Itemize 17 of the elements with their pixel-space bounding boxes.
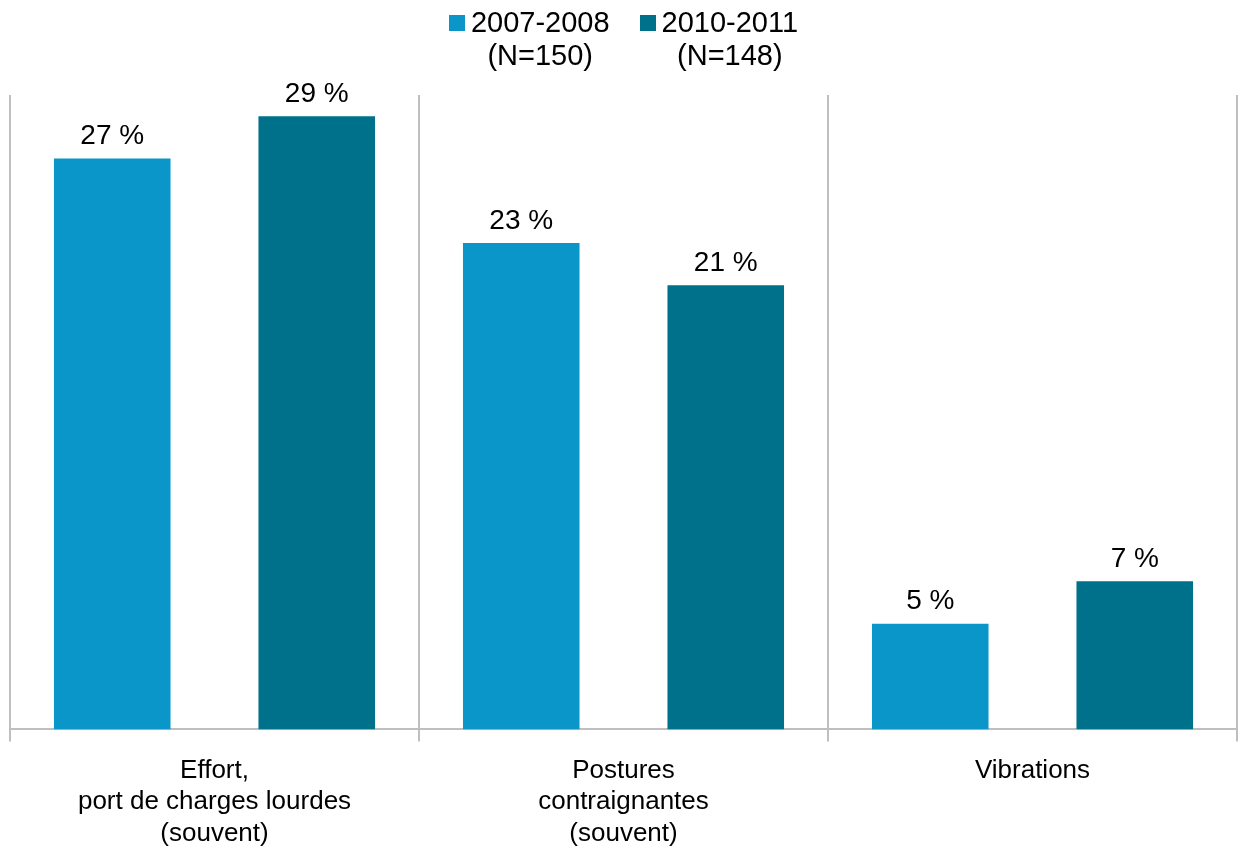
data-label: 5 % [906, 584, 955, 616]
x-tick-label: Vibrations [974, 754, 1091, 785]
x-tick-label: Postures contraignantes (souvent) [538, 754, 709, 847]
legend-label: 2010-2011 (N=148) [661, 6, 799, 72]
bar [667, 285, 785, 730]
bar [462, 243, 580, 730]
data-label: 7 % [1110, 542, 1159, 574]
x-tick-label: Effort, port de charges lourdes (souvent) [77, 754, 352, 847]
data-label: 29 % [284, 76, 349, 108]
bar [53, 158, 171, 730]
bar [1076, 581, 1194, 730]
bar [258, 116, 376, 730]
bar [871, 623, 989, 730]
data-label: 21 % [693, 246, 758, 278]
data-label: 23 % [489, 203, 554, 235]
legend-label: 2007-2008 (N=150) [470, 6, 610, 72]
data-label: 27 % [80, 119, 145, 151]
